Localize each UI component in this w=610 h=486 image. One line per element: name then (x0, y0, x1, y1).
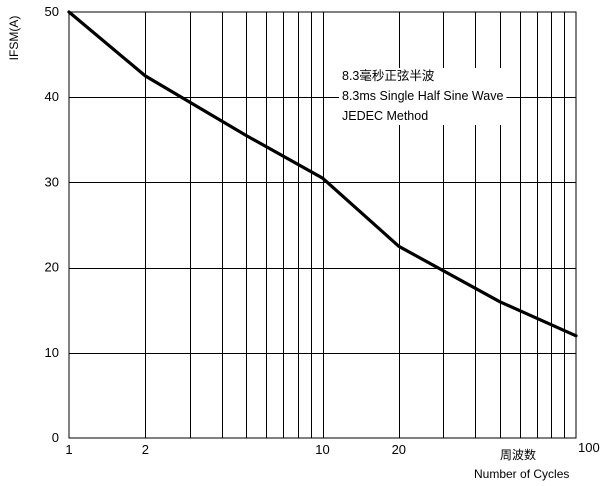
y-tick-label: 30 (45, 174, 59, 189)
y-tick-label: 50 (45, 4, 59, 19)
annotation-cn: 8.3毫秒正弦半波 (342, 68, 435, 83)
x-tick-label: 100 (578, 440, 600, 455)
y-tick-label: 10 (45, 345, 59, 360)
plot-frame (68, 11, 577, 439)
y-tick-label: 40 (45, 89, 59, 104)
x-tick-label: 10 (315, 442, 329, 457)
x-tick-label: 20 (392, 442, 406, 457)
y-axis-label: IFSM(A) (7, 16, 21, 61)
x-tick-label: 1 (65, 442, 72, 457)
x-axis-label-cn: 周波数 (500, 447, 536, 462)
series-line (67, 10, 578, 338)
y-tick-label: 0 (52, 430, 59, 445)
x-tick-label: 2 (142, 442, 149, 457)
y-tick-label: 20 (45, 260, 59, 275)
annotation-jedec: JEDEC Method (342, 109, 428, 123)
annotation-method-en: 8.3ms Single Half Sine Wave (342, 89, 503, 103)
x-axis-label: Number of Cycles (474, 467, 569, 481)
annotation-backdrop (339, 68, 507, 125)
tick-labels: 0 10 20 30 40 50 1 2 10 20 100 (45, 4, 600, 457)
